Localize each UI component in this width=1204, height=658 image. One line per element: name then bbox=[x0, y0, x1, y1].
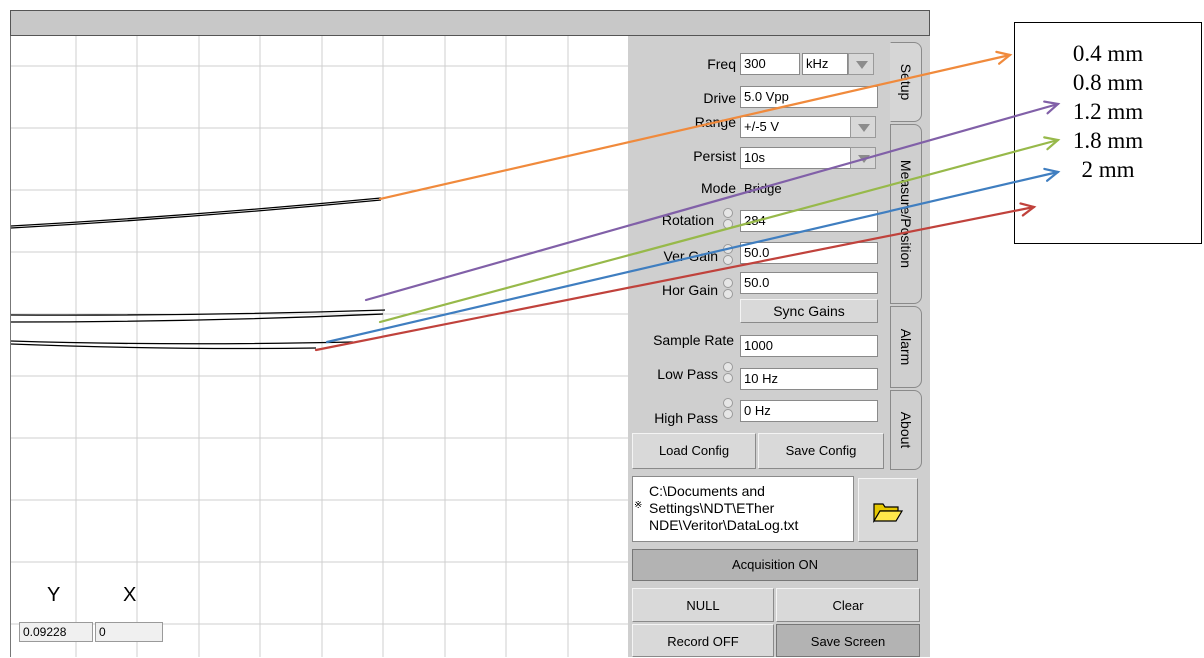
arrow-line-5 bbox=[314, 205, 1036, 352]
arrow-line-3 bbox=[378, 138, 1060, 324]
hor-gain-input[interactable]: 50.0 bbox=[740, 272, 878, 294]
legend-item-2: 0.8 mm bbox=[1072, 70, 1144, 95]
save-screen-button[interactable]: Save Screen bbox=[776, 624, 920, 657]
freq-label: Freq bbox=[707, 56, 736, 72]
drive-input[interactable]: 5.0 Vpp bbox=[740, 86, 878, 108]
log-path-line-2: Settings\NDT\EThe​r bbox=[649, 500, 775, 516]
drive-label: Drive bbox=[703, 90, 736, 106]
range-select[interactable]: +/-5 V bbox=[740, 116, 852, 138]
y-axis-label: Y bbox=[47, 584, 61, 606]
title-bar bbox=[10, 10, 930, 36]
tree-icon: ※ bbox=[634, 500, 643, 511]
y-value-readout: 0.09228 bbox=[19, 622, 93, 642]
sample-rate-label: Sample Rate bbox=[653, 332, 734, 348]
signal-traces bbox=[11, 197, 386, 350]
legend-item-5: 2 mm bbox=[1081, 157, 1135, 182]
tab-alarm[interactable]: Alarm bbox=[890, 306, 922, 388]
arrow-line-2 bbox=[364, 102, 1060, 302]
legend-item-4: 1.8 mm bbox=[1072, 128, 1144, 153]
browse-folder-button[interactable] bbox=[858, 478, 918, 542]
persist-select[interactable]: 10s bbox=[740, 147, 852, 169]
high-pass-label: High Pass bbox=[654, 410, 718, 426]
legend-item-3: 1.2 mm bbox=[1072, 99, 1144, 124]
arrow-line-1 bbox=[378, 53, 1012, 201]
impedance-plot[interactable]: Y X 0.09228 0 bbox=[10, 36, 630, 657]
arrow-head-1 bbox=[995, 50, 1013, 65]
x-axis-label: X bbox=[123, 584, 137, 606]
rotation-label: Rotation bbox=[661, 212, 714, 228]
acquisition-toggle-button[interactable]: Acquisition ON bbox=[632, 549, 918, 581]
tab-measure-position[interactable]: Measure/Position bbox=[890, 124, 922, 304]
arrow-head-2 bbox=[1043, 100, 1061, 115]
arrow-line-4 bbox=[325, 170, 1060, 344]
hor-gain-label: Hor Gain bbox=[661, 282, 718, 298]
log-file-path[interactable]: C:\Documents and Settings\NDT\EThe​r NDE… bbox=[632, 476, 854, 542]
hor-gain-stepper[interactable] bbox=[722, 278, 734, 300]
arrow-head-5 bbox=[1019, 202, 1037, 217]
save-config-button[interactable]: Save Config bbox=[758, 433, 884, 469]
high-pass-stepper[interactable] bbox=[722, 398, 734, 420]
freq-unit-dropdown-icon[interactable] bbox=[848, 53, 874, 75]
x-value-readout: 0 bbox=[95, 622, 163, 642]
low-pass-stepper[interactable] bbox=[722, 362, 734, 384]
log-path-line-3: NDE\Veritor\DataLog.txt bbox=[649, 517, 799, 533]
arrow-head-4 bbox=[1043, 167, 1061, 182]
arrow-head-3 bbox=[1043, 136, 1061, 151]
folder-open-icon bbox=[873, 503, 903, 523]
persist-label: Persist bbox=[693, 148, 736, 164]
high-pass-input[interactable]: 0 Hz bbox=[740, 400, 878, 422]
sync-gains-button[interactable]: Sync Gains bbox=[740, 299, 878, 323]
low-pass-label: Low Pass bbox=[657, 366, 718, 382]
freq-unit-select[interactable]: kHz bbox=[802, 53, 848, 75]
sample-rate-input[interactable]: 1000 bbox=[740, 335, 878, 357]
low-pass-input[interactable]: 10 Hz bbox=[740, 368, 878, 390]
legend-box: 0.4 mm 0.8 mm 1.2 mm 1.8 mm 2 mm bbox=[1014, 22, 1202, 244]
plot-grid bbox=[11, 36, 630, 657]
tab-about[interactable]: About bbox=[890, 390, 922, 470]
range-dropdown-icon[interactable] bbox=[850, 116, 876, 138]
legend-item-1: 0.4 mm bbox=[1072, 41, 1144, 66]
null-button[interactable]: NULL bbox=[632, 588, 774, 622]
freq-input[interactable]: 300 bbox=[740, 53, 800, 75]
log-path-line-1: C:\Documents and bbox=[649, 483, 765, 499]
clear-button[interactable]: Clear bbox=[776, 588, 920, 622]
load-config-button[interactable]: Load Config bbox=[632, 433, 756, 469]
mode-label: Mode bbox=[700, 180, 736, 196]
